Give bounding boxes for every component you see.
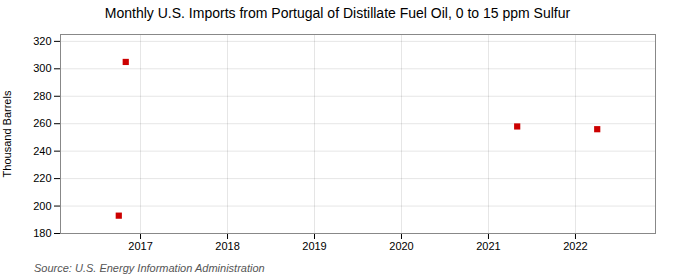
svg-text:2020: 2020 [389, 240, 413, 252]
svg-text:300: 300 [33, 62, 51, 74]
svg-text:2019: 2019 [302, 240, 326, 252]
svg-text:2021: 2021 [476, 240, 500, 252]
svg-text:200: 200 [33, 200, 51, 212]
svg-text:220: 220 [33, 172, 51, 184]
html-text:Source: U.S. Energy Informatio: Source: U.S. Energy Information Administ… [34, 262, 265, 274]
svg-text:260: 260 [33, 117, 51, 129]
svg-text:320: 320 [33, 35, 51, 47]
svg-text:2018: 2018 [215, 240, 239, 252]
svg-text:2022: 2022 [563, 240, 587, 252]
svg-text:180: 180 [33, 227, 51, 239]
svg-text:240: 240 [33, 145, 51, 157]
svg-text:2017: 2017 [128, 240, 152, 252]
svg-text:280: 280 [33, 90, 51, 102]
svg-text:Thousand Barrels: Thousand Barrels [1, 90, 13, 177]
html-text:Monthly U.S. Imports from Port: Monthly U.S. Imports from Portugal of Di… [104, 5, 571, 21]
